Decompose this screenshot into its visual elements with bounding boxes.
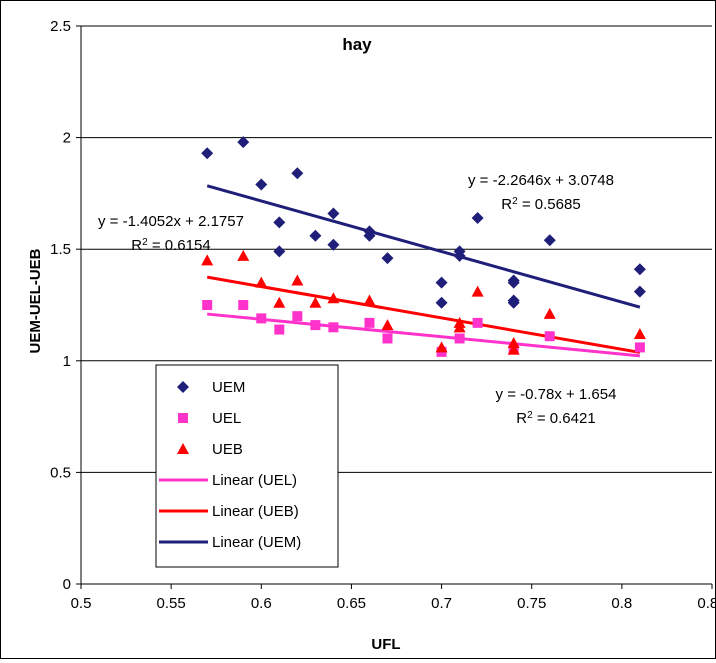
trend-r-squared: R2 = 0.6421: [516, 410, 595, 428]
data-point: [382, 333, 393, 344]
data-point: [328, 322, 339, 333]
data-point: [381, 319, 394, 331]
data-point: [327, 238, 340, 251]
gridlines: [81, 25, 712, 473]
data-point: [256, 313, 267, 324]
data-point: [273, 296, 286, 308]
x-tick-label: 0.65: [337, 595, 366, 612]
x-tick-label: 0.75: [517, 595, 546, 612]
data-point: [544, 331, 555, 342]
data-point: [435, 276, 448, 289]
data-point: [364, 317, 375, 328]
data-point: [471, 211, 484, 224]
trend-equation: y = -2.2646x + 3.0748: [468, 172, 614, 189]
y-tick-label: 0.5: [50, 464, 71, 481]
data-point: [471, 285, 484, 297]
data-points: [201, 136, 646, 357]
legend-label: UEM: [212, 379, 245, 396]
data-point: [237, 136, 250, 149]
trendline: [207, 312, 641, 358]
data-point: [291, 274, 304, 286]
x-tick-label: 0.85: [697, 595, 715, 612]
legend-swatch: [178, 413, 188, 423]
axes: 00.511.522.50.50.550.60.650.70.750.80.85: [50, 18, 716, 612]
data-point: [363, 294, 376, 306]
y-axis-label: UEM-UEL-UEB: [27, 248, 44, 353]
data-point: [507, 276, 520, 289]
data-point: [201, 147, 214, 160]
data-point: [273, 245, 286, 258]
trendline: [206, 184, 641, 309]
y-tick-label: 0: [63, 576, 71, 593]
x-tick-label: 0.55: [157, 595, 186, 612]
data-point: [633, 328, 646, 340]
y-tick-label: 2: [63, 130, 71, 147]
data-point: [453, 321, 466, 333]
data-point: [255, 276, 268, 288]
trend-equation: y = -0.78x + 1.654: [496, 386, 617, 403]
data-point: [327, 207, 340, 220]
data-point: [543, 307, 556, 319]
trend-annotations: y = -0.78x + 1.654 R2 = 0.6421 y = -1.4052…: [98, 172, 616, 427]
trend-equation: y = -1.4052x + 2.1757: [98, 213, 244, 230]
data-point: [435, 296, 448, 309]
x-tick-label: 0.8: [611, 595, 632, 612]
data-point: [634, 342, 645, 353]
data-point: [472, 317, 483, 328]
legend-box: [155, 364, 339, 568]
data-point: [310, 320, 321, 331]
data-point: [507, 296, 520, 309]
data-point: [292, 311, 303, 322]
data-point: [309, 296, 322, 308]
x-tick-label: 0.5: [71, 595, 92, 612]
data-point: [381, 252, 394, 265]
data-point: [633, 285, 646, 298]
legend-label: Linear (UEB): [212, 503, 299, 520]
data-point: [327, 292, 340, 304]
legend-swatch: [177, 381, 189, 393]
legend-label: UEL: [212, 410, 241, 427]
x-tick-label: 0.7: [431, 595, 452, 612]
y-tick-label: 1: [63, 353, 71, 370]
data-point: [309, 229, 322, 242]
y-tick-label: 1.5: [50, 241, 71, 258]
chart-title: hay: [342, 35, 372, 54]
data-point: [633, 263, 646, 276]
data-point: [238, 300, 249, 310]
data-point: [255, 178, 268, 191]
trendlines: [206, 184, 641, 358]
x-axis-label: UFL: [371, 636, 400, 653]
legend-swatch: [177, 443, 189, 454]
legend-label: Linear (UEM): [212, 534, 301, 551]
data-point: [237, 249, 250, 261]
data-point: [454, 333, 465, 344]
legend: UEM UEL UEB Linear (UEL) Linear (UEB) Linear …: [155, 364, 339, 568]
trendline: [206, 275, 641, 354]
x-tick-label: 0.6: [251, 595, 272, 612]
data-point: [201, 254, 214, 266]
data-point: [543, 234, 556, 247]
data-point: [507, 336, 520, 348]
trend-r-squared: R2 = 0.5685: [501, 196, 580, 214]
data-point: [202, 300, 213, 310]
legend-label: UEB: [212, 441, 243, 458]
data-point: [274, 324, 285, 335]
y-tick-label: 2.5: [50, 18, 71, 35]
data-point: [435, 341, 448, 353]
trend-r-squared: R2 = 0.6154: [131, 237, 210, 255]
data-point: [273, 216, 286, 229]
data-point: [363, 229, 376, 242]
data-point: [453, 249, 466, 262]
legend-label: Linear (UEL): [212, 472, 297, 489]
data-point: [507, 343, 520, 355]
data-point: [291, 167, 304, 180]
